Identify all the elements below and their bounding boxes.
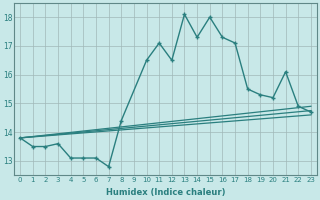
X-axis label: Humidex (Indice chaleur): Humidex (Indice chaleur) <box>106 188 225 197</box>
